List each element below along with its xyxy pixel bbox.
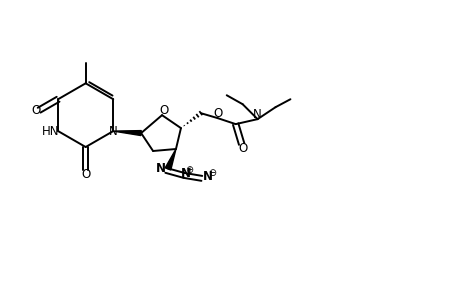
Text: $\oplus$: $\oplus$: [185, 164, 194, 175]
Text: N: N: [202, 170, 213, 183]
Text: HN: HN: [42, 124, 59, 138]
Text: O: O: [31, 104, 40, 117]
Polygon shape: [113, 130, 141, 136]
Text: N: N: [156, 162, 166, 176]
Text: N: N: [180, 167, 190, 180]
Text: O: O: [158, 104, 168, 118]
Text: N: N: [109, 124, 118, 138]
Polygon shape: [165, 149, 176, 170]
Text: O: O: [213, 107, 222, 120]
Text: O: O: [237, 142, 247, 155]
Text: $\ominus$: $\ominus$: [208, 167, 217, 178]
Text: N: N: [252, 108, 261, 121]
Text: O: O: [81, 168, 90, 181]
